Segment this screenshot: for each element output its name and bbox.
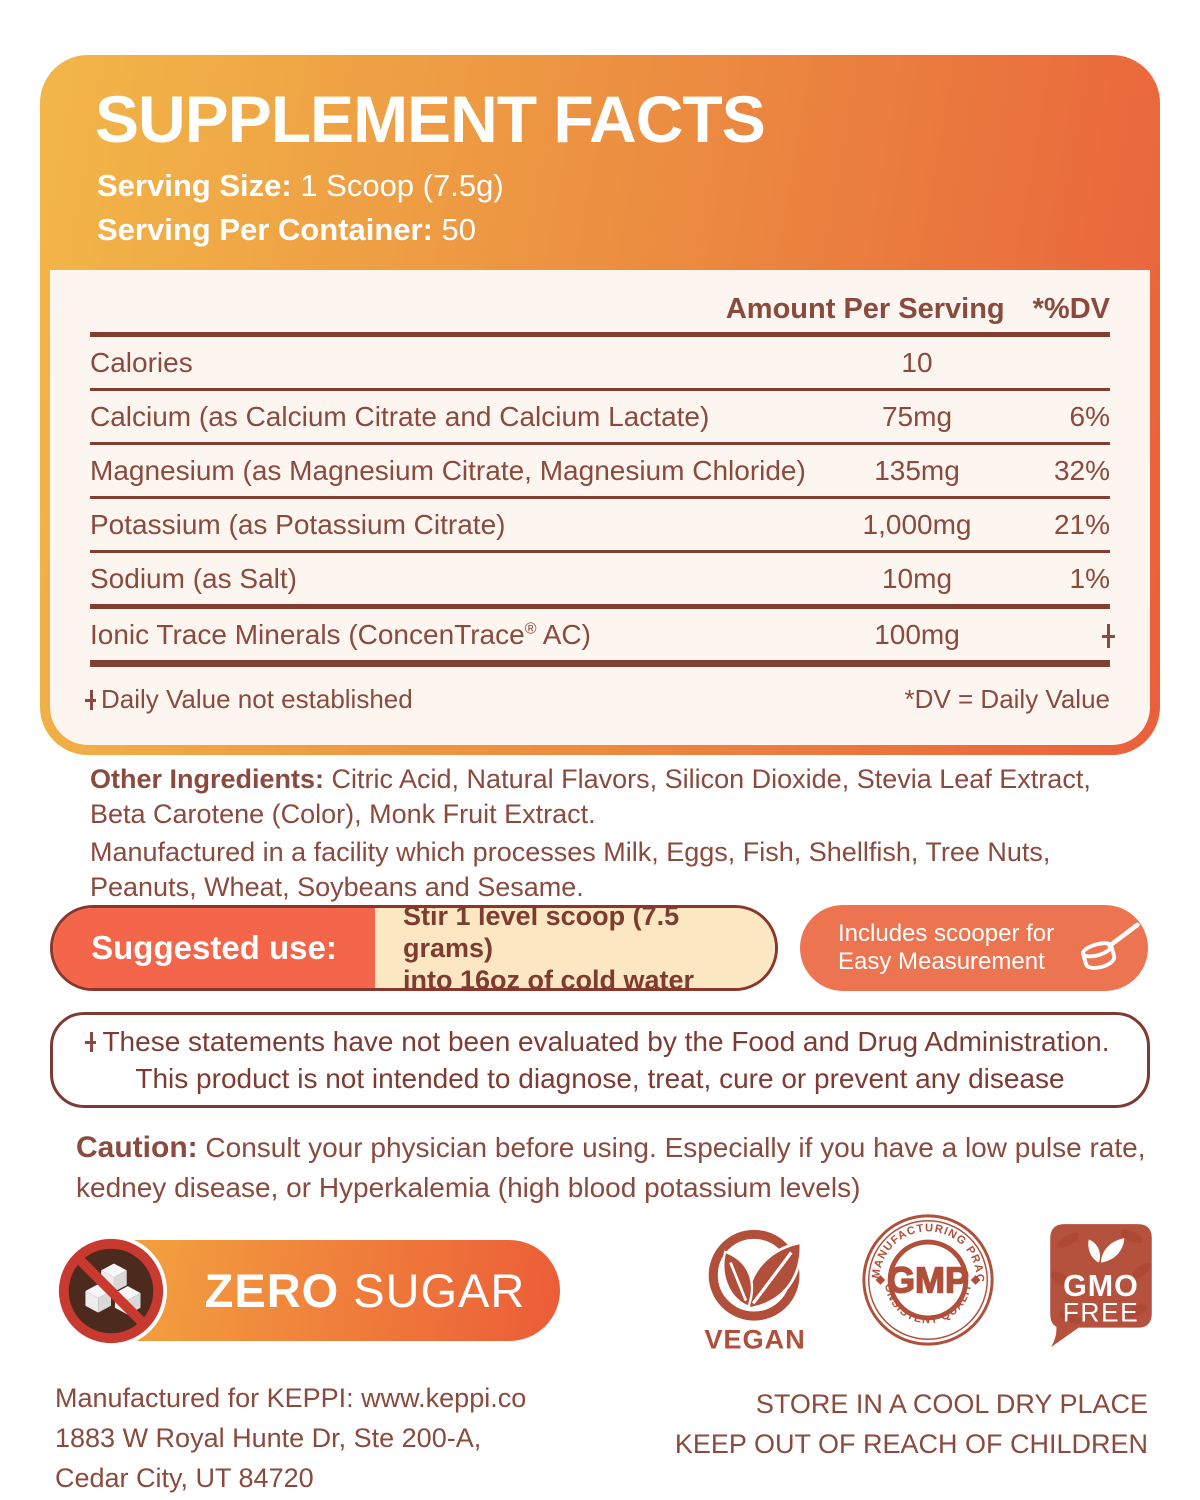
table-footnotes: Daily Value not established *DV = Daily … (85, 684, 1110, 715)
vegan-label: VEGAN (704, 1324, 805, 1355)
fda-line-2: This product is not intended to diagnose… (135, 1063, 1065, 1094)
free-text: FREE (1063, 1298, 1139, 1328)
row-divider (90, 604, 1110, 609)
nutrient-amount: 1,000mg (862, 508, 972, 540)
instruction-line-2: into 16oz of cold water (403, 965, 695, 991)
dv-header: *%DV (1032, 293, 1110, 325)
nutrient-dv: 1% (1069, 562, 1110, 594)
table-row-magnesium: Magnesium (as Magnesium Citrate, Magnesi… (90, 445, 1110, 496)
manufacturer-line-1: Manufactured for KEPPI: www.keppi.co (55, 1383, 527, 1413)
footnote-left-text: Daily Value not established (101, 684, 413, 714)
nutrient-dv (992, 619, 1115, 651)
row-divider (90, 550, 1110, 553)
page-title: SUPPLEMENT FACTS (95, 82, 766, 156)
table-rule (90, 660, 1110, 667)
nutrient-name: Sodium (as Salt) (90, 562, 297, 594)
other-ingredients: Other Ingredients: Citric Acid, Natural … (90, 762, 1145, 832)
scooper-line-1: Includes scooper for (838, 920, 1055, 947)
leaf-pattern (1050, 1229, 1151, 1324)
storage-line-1: STORE IN A COOL DRY PLACE (755, 1389, 1148, 1419)
nutrient-name: Calories (90, 346, 193, 378)
table-row-calcium: Calcium (as Calcium Citrate and Calcium … (90, 391, 1110, 442)
suggested-use-label: Suggested use: (53, 908, 375, 988)
serving-size-line: Serving Size: 1 Scoop (7.5g) (97, 168, 504, 204)
nutrient-amount: 10mg (881, 562, 953, 594)
other-ingredients-label: Other Ingredients: (90, 764, 325, 794)
fda-line-1: These statements have not been evaluated… (85, 1023, 1110, 1060)
row-divider (90, 388, 1110, 391)
nutrient-amount: 75mg (881, 400, 953, 432)
table-rule (90, 332, 1110, 337)
registered-mark: ® (524, 620, 537, 638)
dagger-icon (1102, 624, 1115, 649)
servings-per-container-line: Serving Per Container: 50 (97, 212, 476, 248)
scooper-text: Includes scooper for Easy Measurement (838, 920, 1054, 976)
footnote-right: *DV = Daily Value (904, 684, 1110, 714)
suggested-use-instruction: Stir 1 level scoop (7.5 grams) into 16oz… (375, 908, 775, 988)
manufacturer-line-3: Cedar City, UT 84720 (55, 1463, 314, 1493)
sugar-word: SUGAR (353, 1264, 526, 1317)
nutrient-name: Calcium (as Calcium Citrate and Calcium … (90, 400, 710, 432)
table-row-calories: Calories 10 (90, 337, 1110, 388)
scooper-line-2: Easy Measurement (838, 948, 1045, 975)
table-header: Amount Per Serving *%DV (90, 293, 1110, 332)
dagger-icon (85, 1031, 97, 1052)
nutrient-name: Magnesium (as Magnesium Citrate, Magnesi… (90, 454, 806, 486)
fda-disclaimer-box: These statements have not been evaluated… (50, 1012, 1150, 1108)
manufacturer-info: Manufactured for KEPPI: www.keppi.co 188… (55, 1378, 526, 1498)
nutrient-name-text: Ionic Trace Minerals (ConcenTrace (90, 618, 525, 650)
vegan-badge: VEGAN (704, 1229, 805, 1355)
serving-size-value: 1 Scoop (7.5g) (291, 168, 504, 203)
suggested-use-pill: Suggested use: Stir 1 level scoop (7.5 g… (50, 905, 778, 991)
manufacturer-line-2: 1883 W Royal Hunte Dr, Ste 200-A, (55, 1423, 482, 1453)
facts-panel: SUPPLEMENT FACTS Serving Size: 1 Scoop (… (40, 55, 1160, 755)
gmo-free-badge: GMO FREE (1050, 1224, 1152, 1347)
nutrient-dv: 6% (1069, 400, 1110, 432)
nutrient-amount: 10 (901, 346, 933, 378)
servings-label: Serving Per Container: (97, 212, 433, 247)
nutrient-amount: 135mg (874, 454, 960, 486)
scooper-icon (1081, 922, 1140, 970)
facts-table: Amount Per Serving *%DV Calories 10 Calc… (50, 270, 1150, 745)
table-row-trace-minerals: Ionic Trace Minerals (ConcenTrace® AC) 1… (90, 609, 1115, 660)
facility-statement: Manufactured in a facility which process… (90, 837, 1051, 902)
dagger-icon (85, 689, 96, 710)
gmp-badge: GOOD MANUFACTURING PRACTICES CONSISTENT … (860, 1212, 994, 1346)
nutrient-dv: 21% (1053, 508, 1110, 540)
servings-value: 50 (432, 212, 477, 247)
table-row-potassium: Potassium (as Potassium Citrate) 1,000mg… (90, 499, 1110, 550)
nutrient-name: Ionic Trace Minerals (ConcenTrace® AC) (90, 619, 842, 651)
scooper-pill: Includes scooper for Easy Measurement (800, 905, 1148, 991)
storage-info: STORE IN A COOL DRY PLACE KEEP OUT OF RE… (675, 1384, 1148, 1464)
gmo-text: GMO (1063, 1269, 1139, 1303)
zero-word: ZERO (204, 1264, 340, 1317)
table-row-sodium: Sodium (as Salt) 10mg 1% (90, 553, 1110, 604)
no-sugar-icon (54, 1234, 168, 1348)
instruction-line-1: Stir 1 level scoop (7.5 grams) (403, 905, 680, 963)
serving-size-label: Serving Size: (97, 168, 292, 203)
nutrient-name: Potassium (as Potassium Citrate) (90, 508, 506, 540)
caution-label: Caution: (76, 1131, 198, 1164)
caution-text: Consult your physician before using. Esp… (76, 1132, 1146, 1203)
nutrient-name-suffix: AC) (536, 618, 591, 650)
gmp-center-text: GMP (887, 1260, 969, 1301)
nutrient-amount: 100mg (874, 618, 960, 650)
footnote-left: Daily Value not established (85, 684, 413, 715)
leaf-icon (1088, 1238, 1125, 1263)
nutrient-dv: 32% (1053, 454, 1110, 486)
row-divider (90, 442, 1110, 445)
row-divider (90, 496, 1110, 499)
caution-statement: Caution: Consult your physician before u… (76, 1128, 1146, 1208)
other-ingredients-text: Citric Acid, Natural Flavors, Silicon Di… (90, 764, 1091, 829)
amount-per-serving-header: Amount Per Serving (725, 293, 1005, 325)
storage-line-2: KEEP OUT OF REACH OF CHILDREN (674, 1429, 1148, 1459)
fda-line-1-text: These statements have not been evaluated… (102, 1026, 1110, 1057)
